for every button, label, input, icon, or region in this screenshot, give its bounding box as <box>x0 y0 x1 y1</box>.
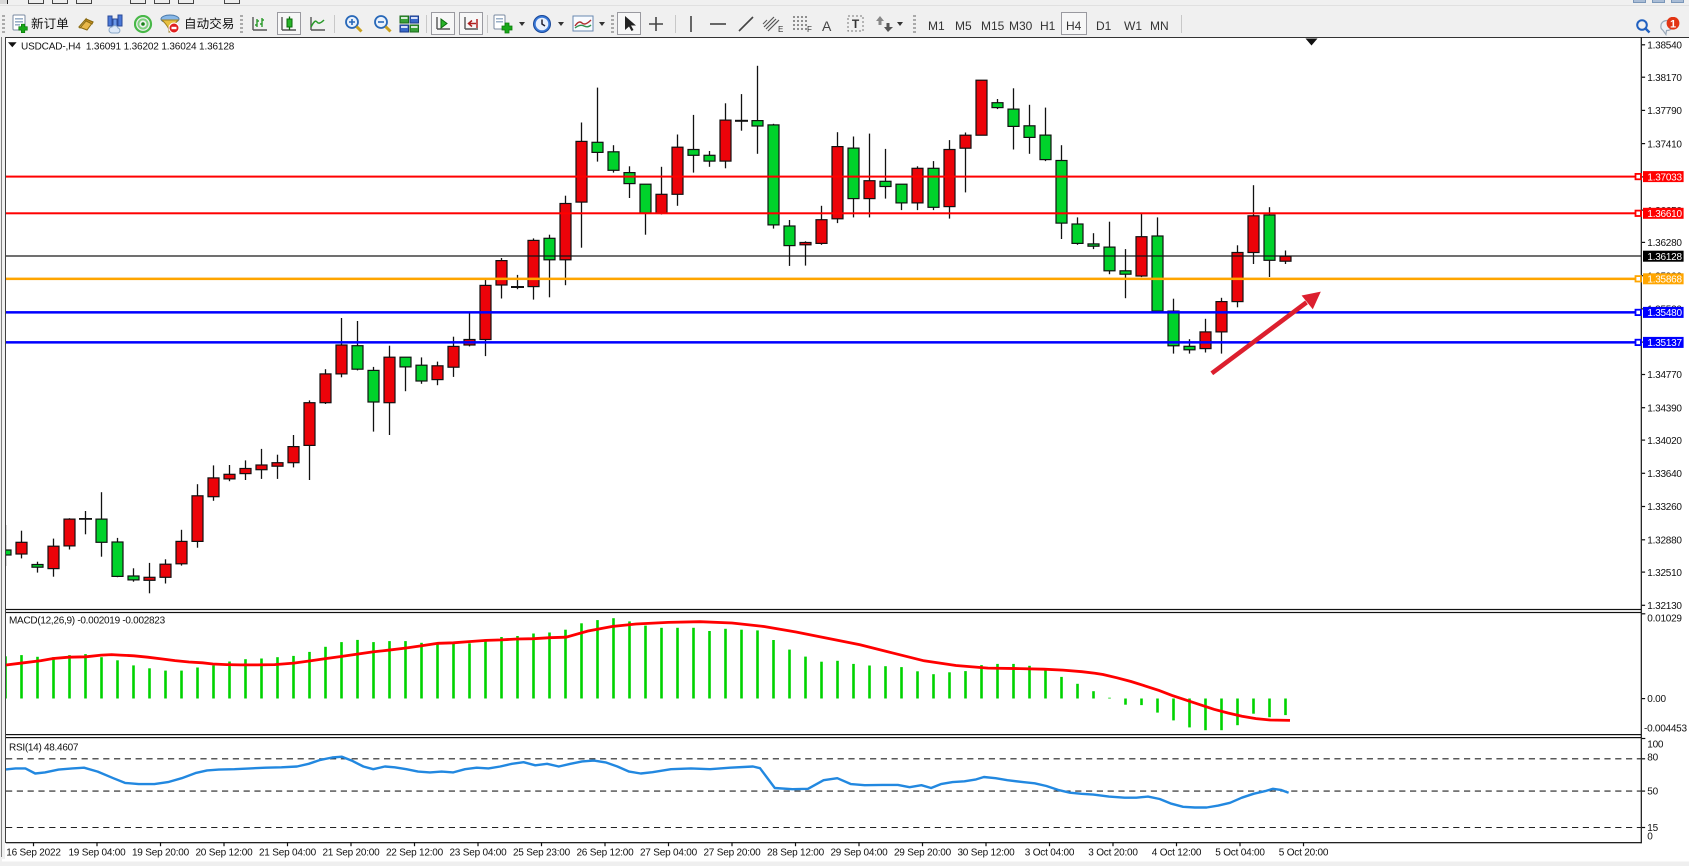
svg-text:1.35480: 1.35480 <box>1647 308 1682 319</box>
svg-text:1.36280: 1.36280 <box>1647 238 1682 249</box>
svg-text:RSI(14) 48.4607: RSI(14) 48.4607 <box>9 743 79 754</box>
svg-text:3 Oct 20:00: 3 Oct 20:00 <box>1088 847 1138 858</box>
svg-text:1.32130: 1.32130 <box>1647 601 1682 612</box>
svg-text:29 Sep 20:00: 29 Sep 20:00 <box>894 847 952 858</box>
svg-text:1.32880: 1.32880 <box>1647 536 1682 547</box>
svg-text:19 Sep 04:00: 19 Sep 04:00 <box>68 847 126 858</box>
svg-text:22 Sep 12:00: 22 Sep 12:00 <box>386 847 444 858</box>
svg-text:1.35137: 1.35137 <box>1647 338 1682 349</box>
svg-text:1.34390: 1.34390 <box>1647 403 1682 414</box>
svg-text:1: 1 <box>1670 18 1676 30</box>
svg-text:1.37410: 1.37410 <box>1647 139 1682 150</box>
svg-text:1.32510: 1.32510 <box>1647 568 1682 579</box>
svg-text:1.38170: 1.38170 <box>1647 73 1682 84</box>
svg-text:MACD(12,26,9) -0.002019 -0.002: MACD(12,26,9) -0.002019 -0.002823 <box>9 616 166 627</box>
svg-text:0.01029: 0.01029 <box>1647 614 1682 625</box>
svg-text:0.00: 0.00 <box>1647 694 1666 705</box>
svg-text:1.34020: 1.34020 <box>1647 436 1682 447</box>
svg-text:5 Oct 20:00: 5 Oct 20:00 <box>1279 847 1329 858</box>
svg-text:1.37033: 1.37033 <box>1647 172 1682 183</box>
svg-text:23 Sep 04:00: 23 Sep 04:00 <box>449 847 507 858</box>
svg-text:19 Sep 20:00: 19 Sep 20:00 <box>132 847 190 858</box>
svg-text:27 Sep 04:00: 27 Sep 04:00 <box>640 847 698 858</box>
svg-text:1.36128: 1.36128 <box>1647 252 1682 263</box>
svg-text:3 Oct 04:00: 3 Oct 04:00 <box>1025 847 1075 858</box>
svg-text:4 Oct 12:00: 4 Oct 12:00 <box>1152 847 1202 858</box>
svg-text:-0.004453: -0.004453 <box>1644 724 1687 735</box>
svg-text:28 Sep 12:00: 28 Sep 12:00 <box>767 847 825 858</box>
svg-text:0: 0 <box>1647 832 1653 843</box>
svg-text:1.36610: 1.36610 <box>1647 209 1682 220</box>
svg-text:21 Sep 04:00: 21 Sep 04:00 <box>259 847 317 858</box>
svg-text:5 Oct 04:00: 5 Oct 04:00 <box>1215 847 1265 858</box>
svg-text:1.34770: 1.34770 <box>1647 370 1682 381</box>
svg-text:T: T <box>852 17 860 31</box>
svg-text:100: 100 <box>1647 740 1664 751</box>
svg-text:26 Sep 12:00: 26 Sep 12:00 <box>576 847 634 858</box>
svg-text:16 Sep 2022: 16 Sep 2022 <box>6 847 61 858</box>
svg-text:30 Sep 12:00: 30 Sep 12:00 <box>957 847 1015 858</box>
svg-text:1.33260: 1.33260 <box>1647 502 1682 513</box>
svg-text:1.37790: 1.37790 <box>1647 106 1682 117</box>
svg-text:50: 50 <box>1647 786 1658 797</box>
svg-text:21 Sep 20:00: 21 Sep 20:00 <box>322 847 380 858</box>
svg-text:1.38540: 1.38540 <box>1647 41 1682 52</box>
svg-text:15: 15 <box>1647 823 1658 834</box>
svg-text:25 Sep 23:00: 25 Sep 23:00 <box>513 847 571 858</box>
svg-text:20 Sep 12:00: 20 Sep 12:00 <box>195 847 253 858</box>
svg-text:USDCAD-,H4 1.36091 1.36202 1.: USDCAD-,H4 1.36091 1.36202 1.36024 1.361… <box>21 41 235 52</box>
svg-text:29 Sep 04:00: 29 Sep 04:00 <box>830 847 888 858</box>
svg-text:1.33640: 1.33640 <box>1647 469 1682 480</box>
svg-text:1.35868: 1.35868 <box>1647 275 1682 286</box>
svg-text:27 Sep 20:00: 27 Sep 20:00 <box>703 847 761 858</box>
svg-text:80: 80 <box>1647 753 1658 764</box>
